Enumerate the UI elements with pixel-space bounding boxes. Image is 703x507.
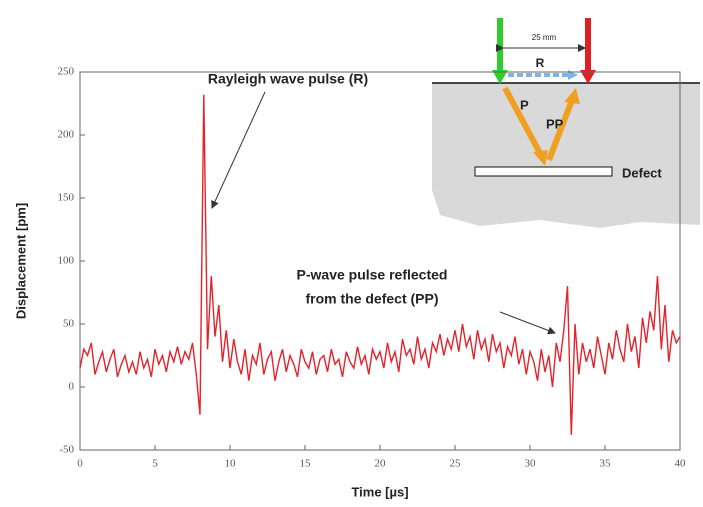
- distance-label: 25 mm: [532, 33, 557, 42]
- x-tick-label: 15: [300, 458, 312, 470]
- inset: 25 mm R P PP Defect: [432, 18, 700, 228]
- annotation-r: Rayleigh wave pulse (R): [208, 71, 368, 87]
- annotation-arrow: [499, 311, 556, 335]
- defect-label: Defect: [622, 165, 662, 180]
- x-tick-label: 20: [375, 458, 387, 470]
- y-tick-label: 0: [69, 381, 75, 393]
- pp-wave-head: [564, 88, 580, 104]
- y-tick-label: 50: [63, 318, 75, 330]
- x-tick-label: 25: [450, 458, 462, 470]
- annotation-pp: from the defect (PP): [305, 291, 438, 307]
- annotation-pp: P-wave pulse reflected: [297, 267, 448, 283]
- x-tick-label: 35: [600, 458, 612, 470]
- x-tick-label: 5: [152, 458, 158, 470]
- defect: [474, 166, 613, 177]
- x-tick-label: 10: [225, 458, 237, 470]
- x-tick-label: 0: [77, 458, 83, 470]
- x-axis-label: Time [µs]: [351, 484, 408, 499]
- x-tick-label: 40: [675, 458, 687, 470]
- y-tick-label: 250: [58, 66, 75, 78]
- p-wave: [502, 86, 544, 157]
- y-axis-label: Displacement [pm]: [13, 203, 28, 319]
- r-label: R: [536, 56, 545, 70]
- p-wave-head: [533, 150, 548, 166]
- signal-line: [79, 94, 681, 435]
- receiver-arrowhead: [580, 70, 596, 84]
- y-tick-label: -50: [59, 444, 74, 456]
- pp-label: PP: [546, 116, 564, 131]
- specimen: [432, 83, 700, 228]
- y-tick-label: 200: [58, 129, 75, 141]
- y-tick-label: 150: [58, 192, 75, 204]
- pp-wave: [546, 98, 575, 162]
- annotation-arrow: [211, 91, 266, 209]
- x-tick-label: 30: [525, 458, 537, 470]
- p-label: P: [520, 97, 529, 112]
- source-arrowhead: [492, 70, 508, 84]
- y-tick-label: 100: [58, 255, 75, 267]
